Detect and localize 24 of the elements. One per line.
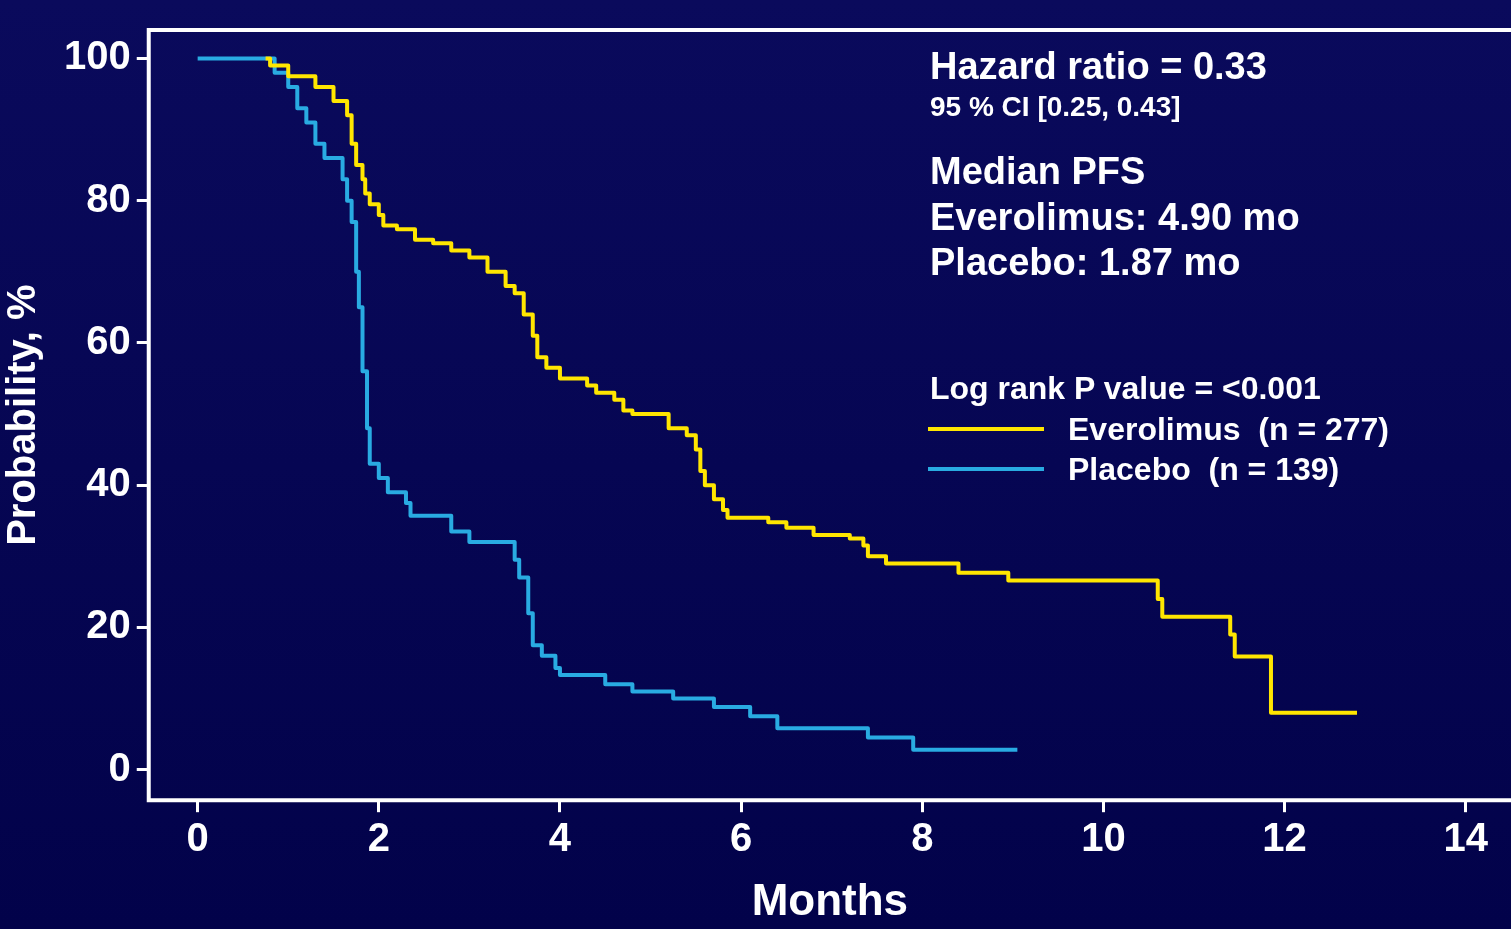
x-tick-label: 8 bbox=[911, 815, 934, 860]
y-tick-label: 60 bbox=[86, 317, 131, 362]
y-tick-label: 100 bbox=[63, 33, 131, 78]
x-tick-label: 6 bbox=[729, 815, 753, 860]
x-tick-label: 12 bbox=[1262, 815, 1307, 860]
legend-label: Everolimus (n = 277) bbox=[1068, 410, 1390, 448]
y-tick-label: 80 bbox=[86, 175, 131, 220]
annotation: 95 % CI [0.25, 0.43] bbox=[930, 89, 1182, 124]
annotation: Median PFS bbox=[930, 149, 1147, 195]
x-tick-label: 14 bbox=[1443, 815, 1489, 860]
x-axis-title: Months bbox=[751, 874, 909, 924]
legend-title: Log rank P value = <0.001 bbox=[930, 370, 1322, 407]
y-tick-label: 20 bbox=[86, 602, 131, 647]
legend-label: Placebo (n = 139) bbox=[1068, 450, 1340, 488]
x-tick-label: 4 bbox=[548, 815, 572, 860]
x-tick-label: 10 bbox=[1081, 815, 1126, 860]
y-tick-label: 40 bbox=[86, 460, 131, 505]
y-axis-title: Probability, % bbox=[0, 284, 44, 546]
x-tick-label: 2 bbox=[367, 815, 390, 860]
x-tick-label: 0 bbox=[186, 815, 209, 860]
annotation: Placebo: 1.87 mo bbox=[930, 240, 1242, 286]
y-tick-label: 0 bbox=[108, 744, 131, 789]
annotation: Hazard ratio = 0.33 bbox=[930, 44, 1268, 89]
annotation: Everolimus: 4.90 mo bbox=[930, 194, 1300, 240]
